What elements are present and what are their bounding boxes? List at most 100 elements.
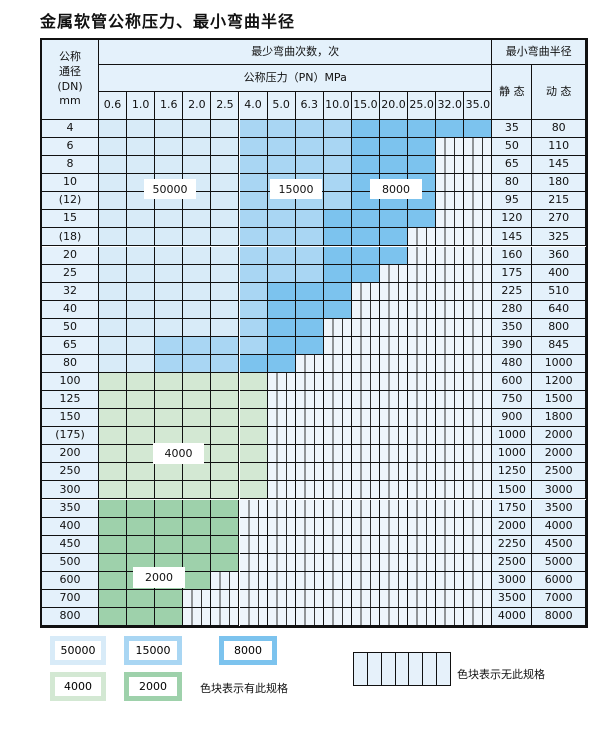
spec-table: 公称 通径 (DN) mm 最少弯曲次数，次 公称压力（PN）MPa 0.6 1.0 1.… [40,38,588,628]
row-dn: 10 [42,174,99,193]
grid-cell-none [295,391,324,410]
grid-cell-8000 [351,210,380,229]
grid-cell-none [351,463,380,482]
row-dynamic-radius: 110 [532,138,586,157]
grid-cell-8000 [295,336,324,355]
grid-cell-none [323,409,352,428]
grid-cell-none [436,553,465,572]
grid-cell-none [351,354,380,373]
row-dynamic-radius: 4500 [532,535,586,554]
grid-cell-none [464,427,493,446]
grid-cell-none [464,445,493,464]
header-dynamic: 动 态 [532,65,586,120]
grid-cell-none [436,300,465,319]
grid-cell-none [436,499,465,518]
grid-cell-4000 [99,481,128,500]
grid-cell-50000 [99,264,128,283]
grid-cell-50000 [127,156,156,175]
grid-cell-8000 [380,210,409,229]
grid-cell-8000 [351,246,380,265]
grid-cell-2000 [127,535,156,554]
grid-cell-none [267,499,296,518]
grid-cell-none [408,228,437,247]
grid-cell-50000 [211,282,240,301]
grid-cell-none [351,300,380,319]
row-dn: 6 [42,138,99,157]
grid-cell-50000 [127,138,156,157]
grid-cell-50000 [183,228,212,247]
region-label-15000: 15000 [270,179,322,199]
grid-cell-2000 [183,535,212,554]
grid-cell-8000 [267,336,296,355]
grid-cell-none [408,373,437,392]
grid-cell-15000 [239,210,268,229]
grid-cell-none [295,427,324,446]
grid-cell-none [267,517,296,536]
grid-cell-15000 [323,138,352,157]
grid-cell-15000 [267,120,296,139]
grid-cell-50000 [211,246,240,265]
grid-cell-none [464,156,493,175]
row-dynamic-radius: 800 [532,318,586,337]
grid-cell-4000 [99,445,128,464]
grid-cell-none [323,427,352,446]
row-dynamic-radius: 270 [532,210,586,229]
pressure-col-9: 15.0 [351,92,380,120]
grid-cell-50000 [211,120,240,139]
row-dn: 80 [42,354,99,373]
grid-cell-50000 [155,264,184,283]
grid-cell-50000 [127,318,156,337]
row-static-radius: 65 [492,156,533,175]
grid-cell-15000 [323,120,352,139]
grid-cell-none [436,391,465,410]
row-dynamic-radius: 400 [532,264,586,283]
grid-cell-4000 [127,391,156,410]
grid-cell-none [436,318,465,337]
grid-cell-50000 [127,210,156,229]
row-static-radius: 4000 [492,607,533,626]
pressure-col-5: 4.0 [239,92,268,120]
grid-cell-none [464,300,493,319]
grid-cell-4000 [239,481,268,500]
grid-cell-8000 [380,246,409,265]
grid-cell-none [267,427,296,446]
grid-cell-none [351,553,380,572]
grid-cell-8000 [323,210,352,229]
grid-cell-50000 [99,246,128,265]
row-static-radius: 50 [492,138,533,157]
grid-cell-4000 [127,409,156,428]
grid-cell-50000 [183,246,212,265]
grid-cell-2000 [155,517,184,536]
grid-cell-4000 [155,409,184,428]
grid-cell-none [464,138,493,157]
grid-cell-none [351,373,380,392]
grid-cell-2000 [99,553,128,572]
row-dynamic-radius: 325 [532,228,586,247]
grid-cell-none [351,589,380,608]
grid-cell-50000 [183,120,212,139]
grid-cell-15000 [211,354,240,373]
grid-cell-15000 [267,210,296,229]
grid-cell-none [323,373,352,392]
grid-cell-none [295,409,324,428]
grid-cell-none [408,535,437,554]
grid-cell-none [380,264,409,283]
grid-cell-50000 [155,156,184,175]
grid-cell-none [323,499,352,518]
grid-cell-none [436,354,465,373]
grid-cell-none [408,300,437,319]
grid-cell-2000 [127,499,156,518]
row-static-radius: 175 [492,264,533,283]
grid-cell-15000 [323,156,352,175]
row-dn: 40 [42,300,99,319]
grid-cell-none [295,571,324,590]
grid-cell-none [436,463,465,482]
grid-cell-50000 [99,300,128,319]
pressure-col-11: 25.0 [408,92,437,120]
grid-cell-8000 [351,120,380,139]
grid-cell-none [323,481,352,500]
row-dn: 150 [42,409,99,428]
grid-cell-none [323,607,352,626]
row-dn: 8 [42,156,99,175]
header-static: 静 态 [492,65,533,120]
